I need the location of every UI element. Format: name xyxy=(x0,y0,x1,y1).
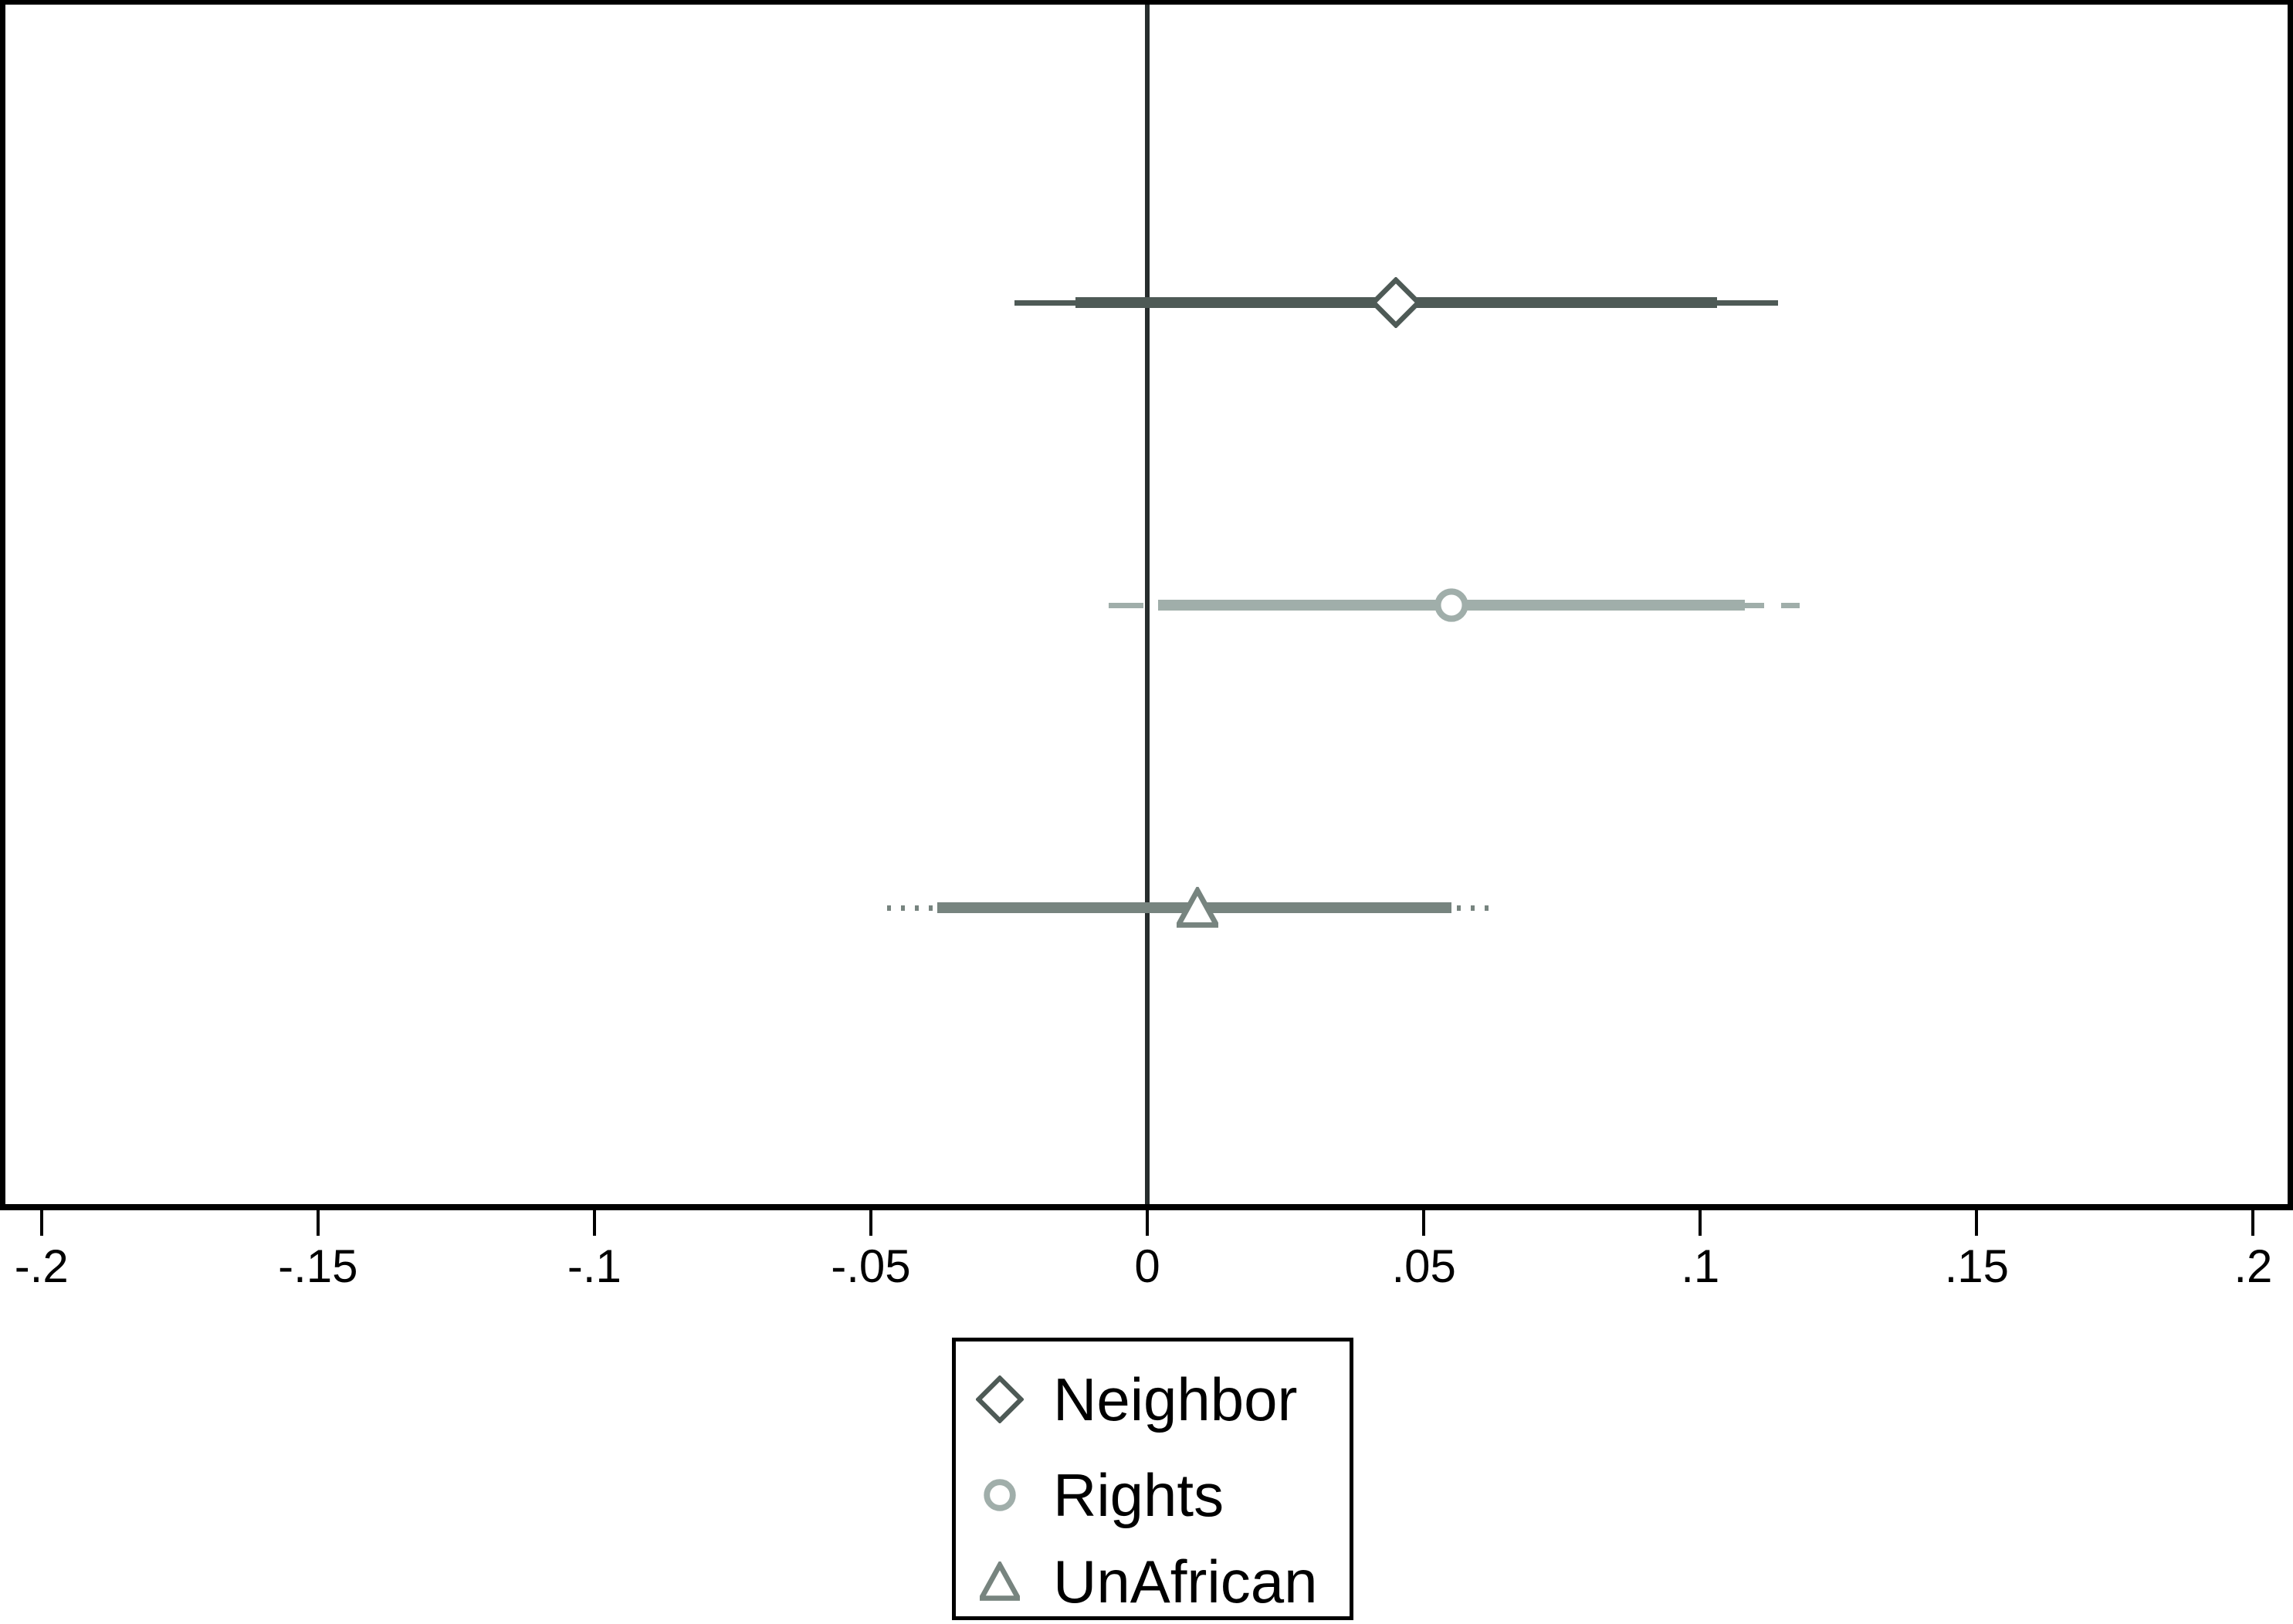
legend-label-neighbor: Neighbor xyxy=(1053,1365,1298,1433)
legend-marker-diamond-icon xyxy=(976,1375,1024,1423)
legend-marker-triangle-icon xyxy=(980,1561,1020,1602)
x-axis-tick xyxy=(869,1210,872,1236)
estimate-marker-circle-icon xyxy=(1434,588,1468,622)
legend-box: Neighbor Rights UnAfrican xyxy=(952,1338,1353,1620)
legend-label-rights: Rights xyxy=(1053,1461,1224,1529)
x-axis-tick xyxy=(1975,1210,1979,1236)
x-axis-tick-label: -.2 xyxy=(14,1240,69,1292)
x-axis-tick xyxy=(1146,1210,1150,1236)
x-axis-tick-label: -.05 xyxy=(831,1240,911,1292)
x-axis-tick xyxy=(316,1210,320,1236)
x-axis-tick xyxy=(39,1210,43,1236)
estimate-marker-triangle-icon xyxy=(1176,887,1218,929)
legend-marker-box xyxy=(967,1479,1033,1511)
estimate-marker-diamond-icon xyxy=(1370,277,1422,328)
legend-marker-box xyxy=(967,1375,1033,1423)
x-axis-tick-label: -.15 xyxy=(278,1240,358,1292)
x-axis-tick-label: .1 xyxy=(1681,1240,1720,1292)
x-axis-tick-label: .15 xyxy=(1944,1240,2010,1292)
x-axis-tick xyxy=(592,1210,596,1236)
x-axis-tick-label: 0 xyxy=(1134,1240,1160,1292)
x-axis-tick xyxy=(1699,1210,1702,1236)
legend-item-unafrican: UnAfrican xyxy=(967,1539,1317,1624)
x-axis-tick xyxy=(2251,1210,2255,1236)
x-axis-tick xyxy=(1422,1210,1426,1236)
x-axis-tick-label: .2 xyxy=(2234,1240,2273,1292)
legend-item-neighbor: Neighbor xyxy=(967,1357,1298,1442)
legend-marker-box xyxy=(967,1561,1033,1602)
legend-item-rights: Rights xyxy=(967,1453,1224,1538)
x-axis-tick-label: -.1 xyxy=(567,1240,622,1292)
x-axis-tick-label: .05 xyxy=(1391,1240,1456,1292)
legend-label-unafrican: UnAfrican xyxy=(1053,1548,1318,1616)
legend-marker-circle-icon xyxy=(984,1479,1016,1511)
